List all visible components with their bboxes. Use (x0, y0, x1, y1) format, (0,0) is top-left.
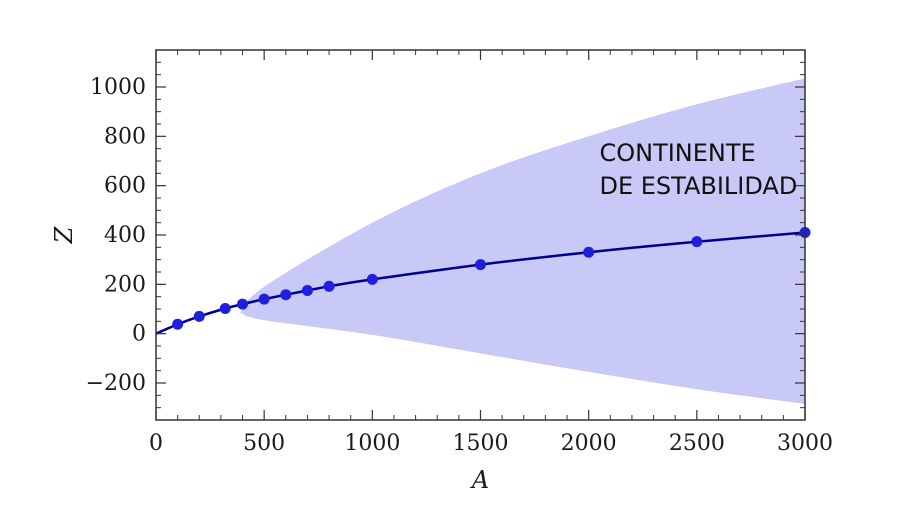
data-point (193, 310, 205, 322)
x-tick-label: 2500 (669, 431, 725, 456)
ticks-layer: 0 500 1000 1500 2000 2500 3000 −200 0 200 400 600 80… (86, 49, 833, 456)
annotation-line-1: CONTINENTE (599, 139, 755, 167)
y-tick-label: 400 (104, 223, 146, 248)
x-tick-label: 500 (243, 431, 285, 456)
y-tick-label: 600 (104, 174, 146, 199)
y-tick-label: 800 (104, 124, 146, 149)
data-point (583, 246, 595, 258)
data-point (219, 303, 231, 315)
stability-band (240, 78, 805, 405)
y-tick-label: 200 (104, 272, 146, 297)
data-point (475, 259, 486, 271)
x-tick-label: 1500 (453, 431, 509, 456)
data-point (237, 298, 249, 310)
data-points-layer (172, 227, 811, 330)
x-tick-label: 0 (149, 431, 163, 456)
stability-band-layer (240, 78, 805, 405)
y-tick-label: 0 (132, 322, 146, 347)
data-point (366, 273, 378, 285)
data-point (172, 318, 184, 330)
data-point (323, 280, 335, 292)
annotation-line-2: DE ESTABILIDAD (599, 172, 797, 200)
annotation-layer: CONTINENTE DE ESTABILIDAD (599, 139, 797, 200)
y-tick-label: −200 (86, 371, 146, 396)
data-point (258, 293, 270, 305)
x-tick-label: 2000 (561, 431, 617, 456)
x-tick-label: 3000 (777, 431, 833, 456)
data-point (301, 285, 313, 296)
x-axis-title: A (470, 466, 489, 494)
y-axis-title: Z (50, 225, 78, 244)
data-point (691, 236, 703, 248)
x-tick-label: 1000 (344, 431, 400, 456)
y-tick-label: 1000 (90, 75, 146, 100)
data-point (280, 289, 292, 301)
